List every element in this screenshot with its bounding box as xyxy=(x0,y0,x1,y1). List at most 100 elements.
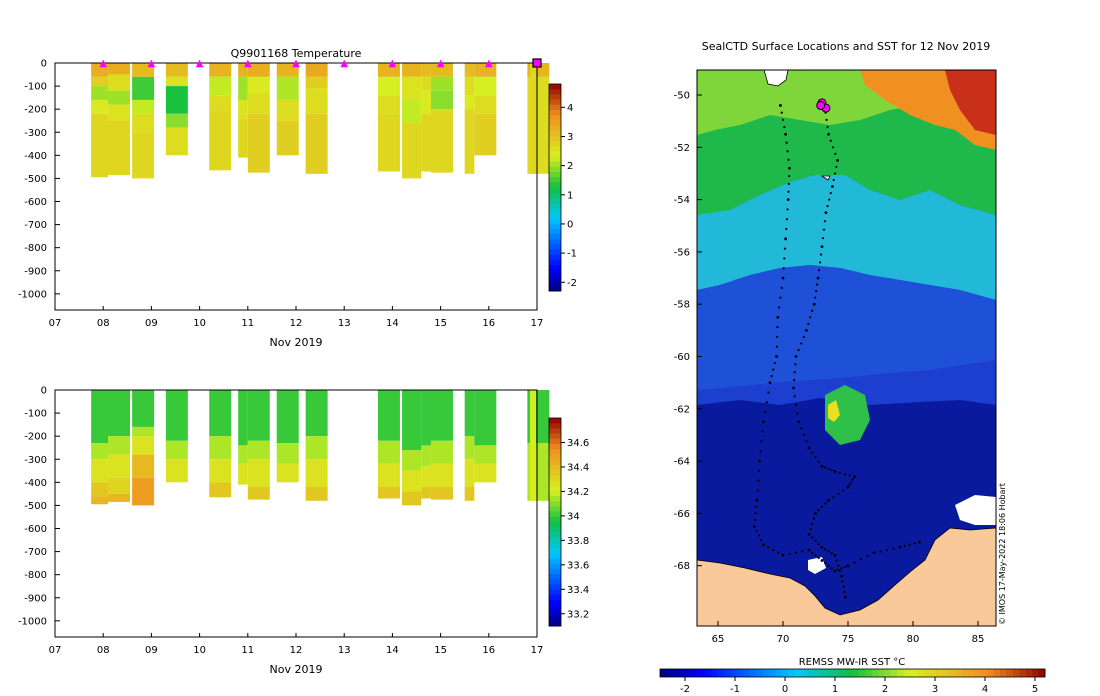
profile-layer xyxy=(402,390,422,451)
sst-colorbar-step xyxy=(737,669,744,677)
profile-marker: ▲ xyxy=(485,58,493,69)
profile-layer xyxy=(238,390,248,446)
profile-layer xyxy=(474,463,497,483)
y-tick-label: -100 xyxy=(24,82,47,93)
track-point xyxy=(826,125,829,129)
y-tick-label: -800 xyxy=(24,570,47,581)
profile-layer xyxy=(209,482,232,498)
y-tick-label: -600 xyxy=(24,197,47,208)
profile-layer xyxy=(464,76,475,96)
sst-colorbar-tick-label: 4 xyxy=(982,684,988,695)
colorbar-tick-label: -1 xyxy=(567,249,577,260)
track-point xyxy=(827,498,830,502)
track-point xyxy=(866,554,869,557)
track-point xyxy=(807,322,810,325)
profile-layer xyxy=(402,76,422,100)
surface-locations xyxy=(816,98,831,113)
profile-layer xyxy=(464,63,475,77)
sst-colorbar-step xyxy=(666,669,674,677)
profile-layer xyxy=(209,109,232,171)
lon-tick-label: 75 xyxy=(842,634,855,645)
track-point xyxy=(780,286,783,289)
colorbar-tick-label: 0 xyxy=(567,219,573,230)
track-point xyxy=(757,479,760,482)
temperature-colorbar: 4 3 2 1 0 -1 -2 xyxy=(548,83,577,292)
x-tick-label: 15 xyxy=(434,645,447,656)
track-point xyxy=(767,546,770,549)
profile-layer xyxy=(430,486,453,500)
profile-layer xyxy=(402,123,422,179)
track-point xyxy=(786,150,789,153)
sst-colorbar-step xyxy=(910,669,918,677)
sst-colorbar-step xyxy=(775,669,783,677)
track-point xyxy=(778,306,781,309)
lat-tick-label: -54 xyxy=(674,195,690,206)
map-lon-axis: 65 70 75 80 85 xyxy=(712,621,985,645)
colorbar-step xyxy=(549,532,561,539)
profile-layer xyxy=(108,90,131,105)
x-tick-label: 08 xyxy=(97,318,110,329)
lat-tick-label: -62 xyxy=(674,404,690,415)
sst-colorbar-step xyxy=(987,669,995,677)
track-point xyxy=(779,296,782,299)
colorbar-step xyxy=(549,522,561,528)
track-point xyxy=(809,316,812,319)
x-tick-label: 10 xyxy=(193,318,206,329)
sst-colorbar-step xyxy=(1012,669,1020,677)
track-point xyxy=(835,559,838,562)
profile-layer xyxy=(421,76,431,91)
colorbar-step xyxy=(549,485,561,492)
profile-layer xyxy=(402,470,422,492)
colorbar-step xyxy=(549,553,561,559)
y-tick-label: -900 xyxy=(24,593,47,604)
profile-layer xyxy=(305,486,328,501)
colorbar-step xyxy=(549,156,561,163)
lon-tick-label: 85 xyxy=(972,634,985,645)
colorbar-step xyxy=(549,506,561,513)
colorbar-step xyxy=(549,84,561,90)
profile-layer xyxy=(430,440,453,464)
track-point xyxy=(848,483,851,486)
profile-layer xyxy=(91,99,109,114)
profile-layer xyxy=(276,99,299,121)
sst-field xyxy=(697,70,996,626)
profile-layer xyxy=(421,445,431,467)
colorbar-step xyxy=(549,275,561,282)
track-point xyxy=(801,550,804,553)
sst-colorbar-step xyxy=(711,669,719,677)
track-point xyxy=(781,553,785,557)
profile-layer xyxy=(108,436,131,455)
track-point xyxy=(807,532,811,536)
profile-layer xyxy=(430,90,453,110)
sst-colorbar-step xyxy=(1032,669,1040,677)
sst-warm-north-red xyxy=(945,70,996,135)
track-point xyxy=(817,269,821,272)
map-title: SealCTD Surface Locations and SST for 12… xyxy=(702,40,991,53)
sst-mid-blue xyxy=(697,265,996,390)
lat-tick-label: -52 xyxy=(674,143,690,154)
track-point xyxy=(802,433,805,437)
track-point xyxy=(797,420,800,424)
profile-layer xyxy=(377,440,400,464)
x-tick-label: 11 xyxy=(241,318,254,329)
track-point xyxy=(819,253,823,256)
track-point xyxy=(814,539,817,542)
track-point xyxy=(820,505,824,508)
track-point xyxy=(837,564,840,567)
track-point xyxy=(835,165,838,169)
x-tick-label: 13 xyxy=(338,645,351,656)
sst-colorbar-step xyxy=(704,669,712,677)
track-point xyxy=(788,174,791,178)
track-point xyxy=(762,543,765,547)
sst-colorbar: -2 -1 0 1 2 3 4 5 xyxy=(659,668,1046,695)
x-tick-label: 14 xyxy=(386,318,399,329)
sst-colorbar-step xyxy=(724,669,732,677)
profile-layer xyxy=(402,491,422,506)
track-point xyxy=(816,283,819,286)
colorbar-step xyxy=(549,270,561,276)
track-point xyxy=(833,470,837,473)
lat-tick-label: -60 xyxy=(674,352,690,363)
track-point xyxy=(794,355,798,358)
track-point xyxy=(757,469,761,473)
colorbar-step xyxy=(549,135,561,142)
